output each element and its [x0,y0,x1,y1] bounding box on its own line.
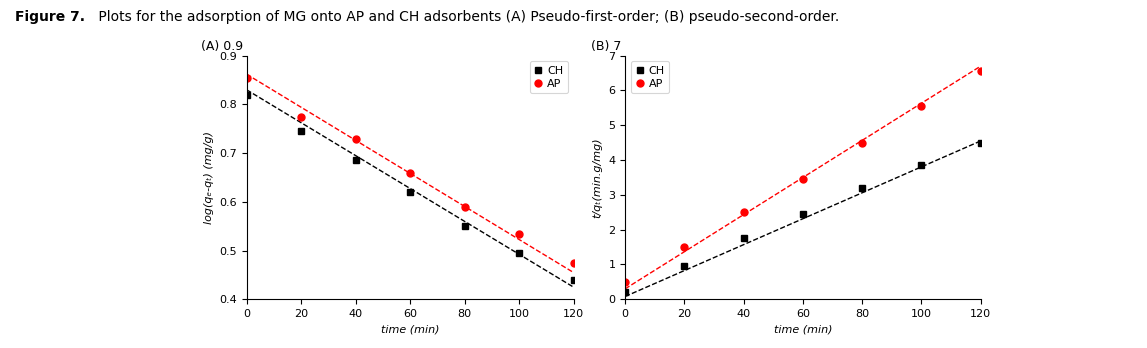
Legend: CH, AP: CH, AP [530,61,568,94]
Y-axis label: t/qₜ(min.g/mg): t/qₜ(min.g/mg) [593,137,602,218]
Y-axis label: log(qₑ-qₜ) (mg/g): log(qₑ-qₜ) (mg/g) [203,131,213,224]
Text: Plots for the adsorption of MG onto AP and CH adsorbents (A) Pseudo-first-order;: Plots for the adsorption of MG onto AP a… [94,10,840,24]
X-axis label: time (min): time (min) [773,325,833,334]
Text: (A) 0.9: (A) 0.9 [201,40,243,53]
Text: (B) 7: (B) 7 [591,40,622,53]
X-axis label: time (min): time (min) [381,325,439,334]
Text: Figure 7.: Figure 7. [15,10,85,24]
Legend: CH, AP: CH, AP [631,61,669,94]
